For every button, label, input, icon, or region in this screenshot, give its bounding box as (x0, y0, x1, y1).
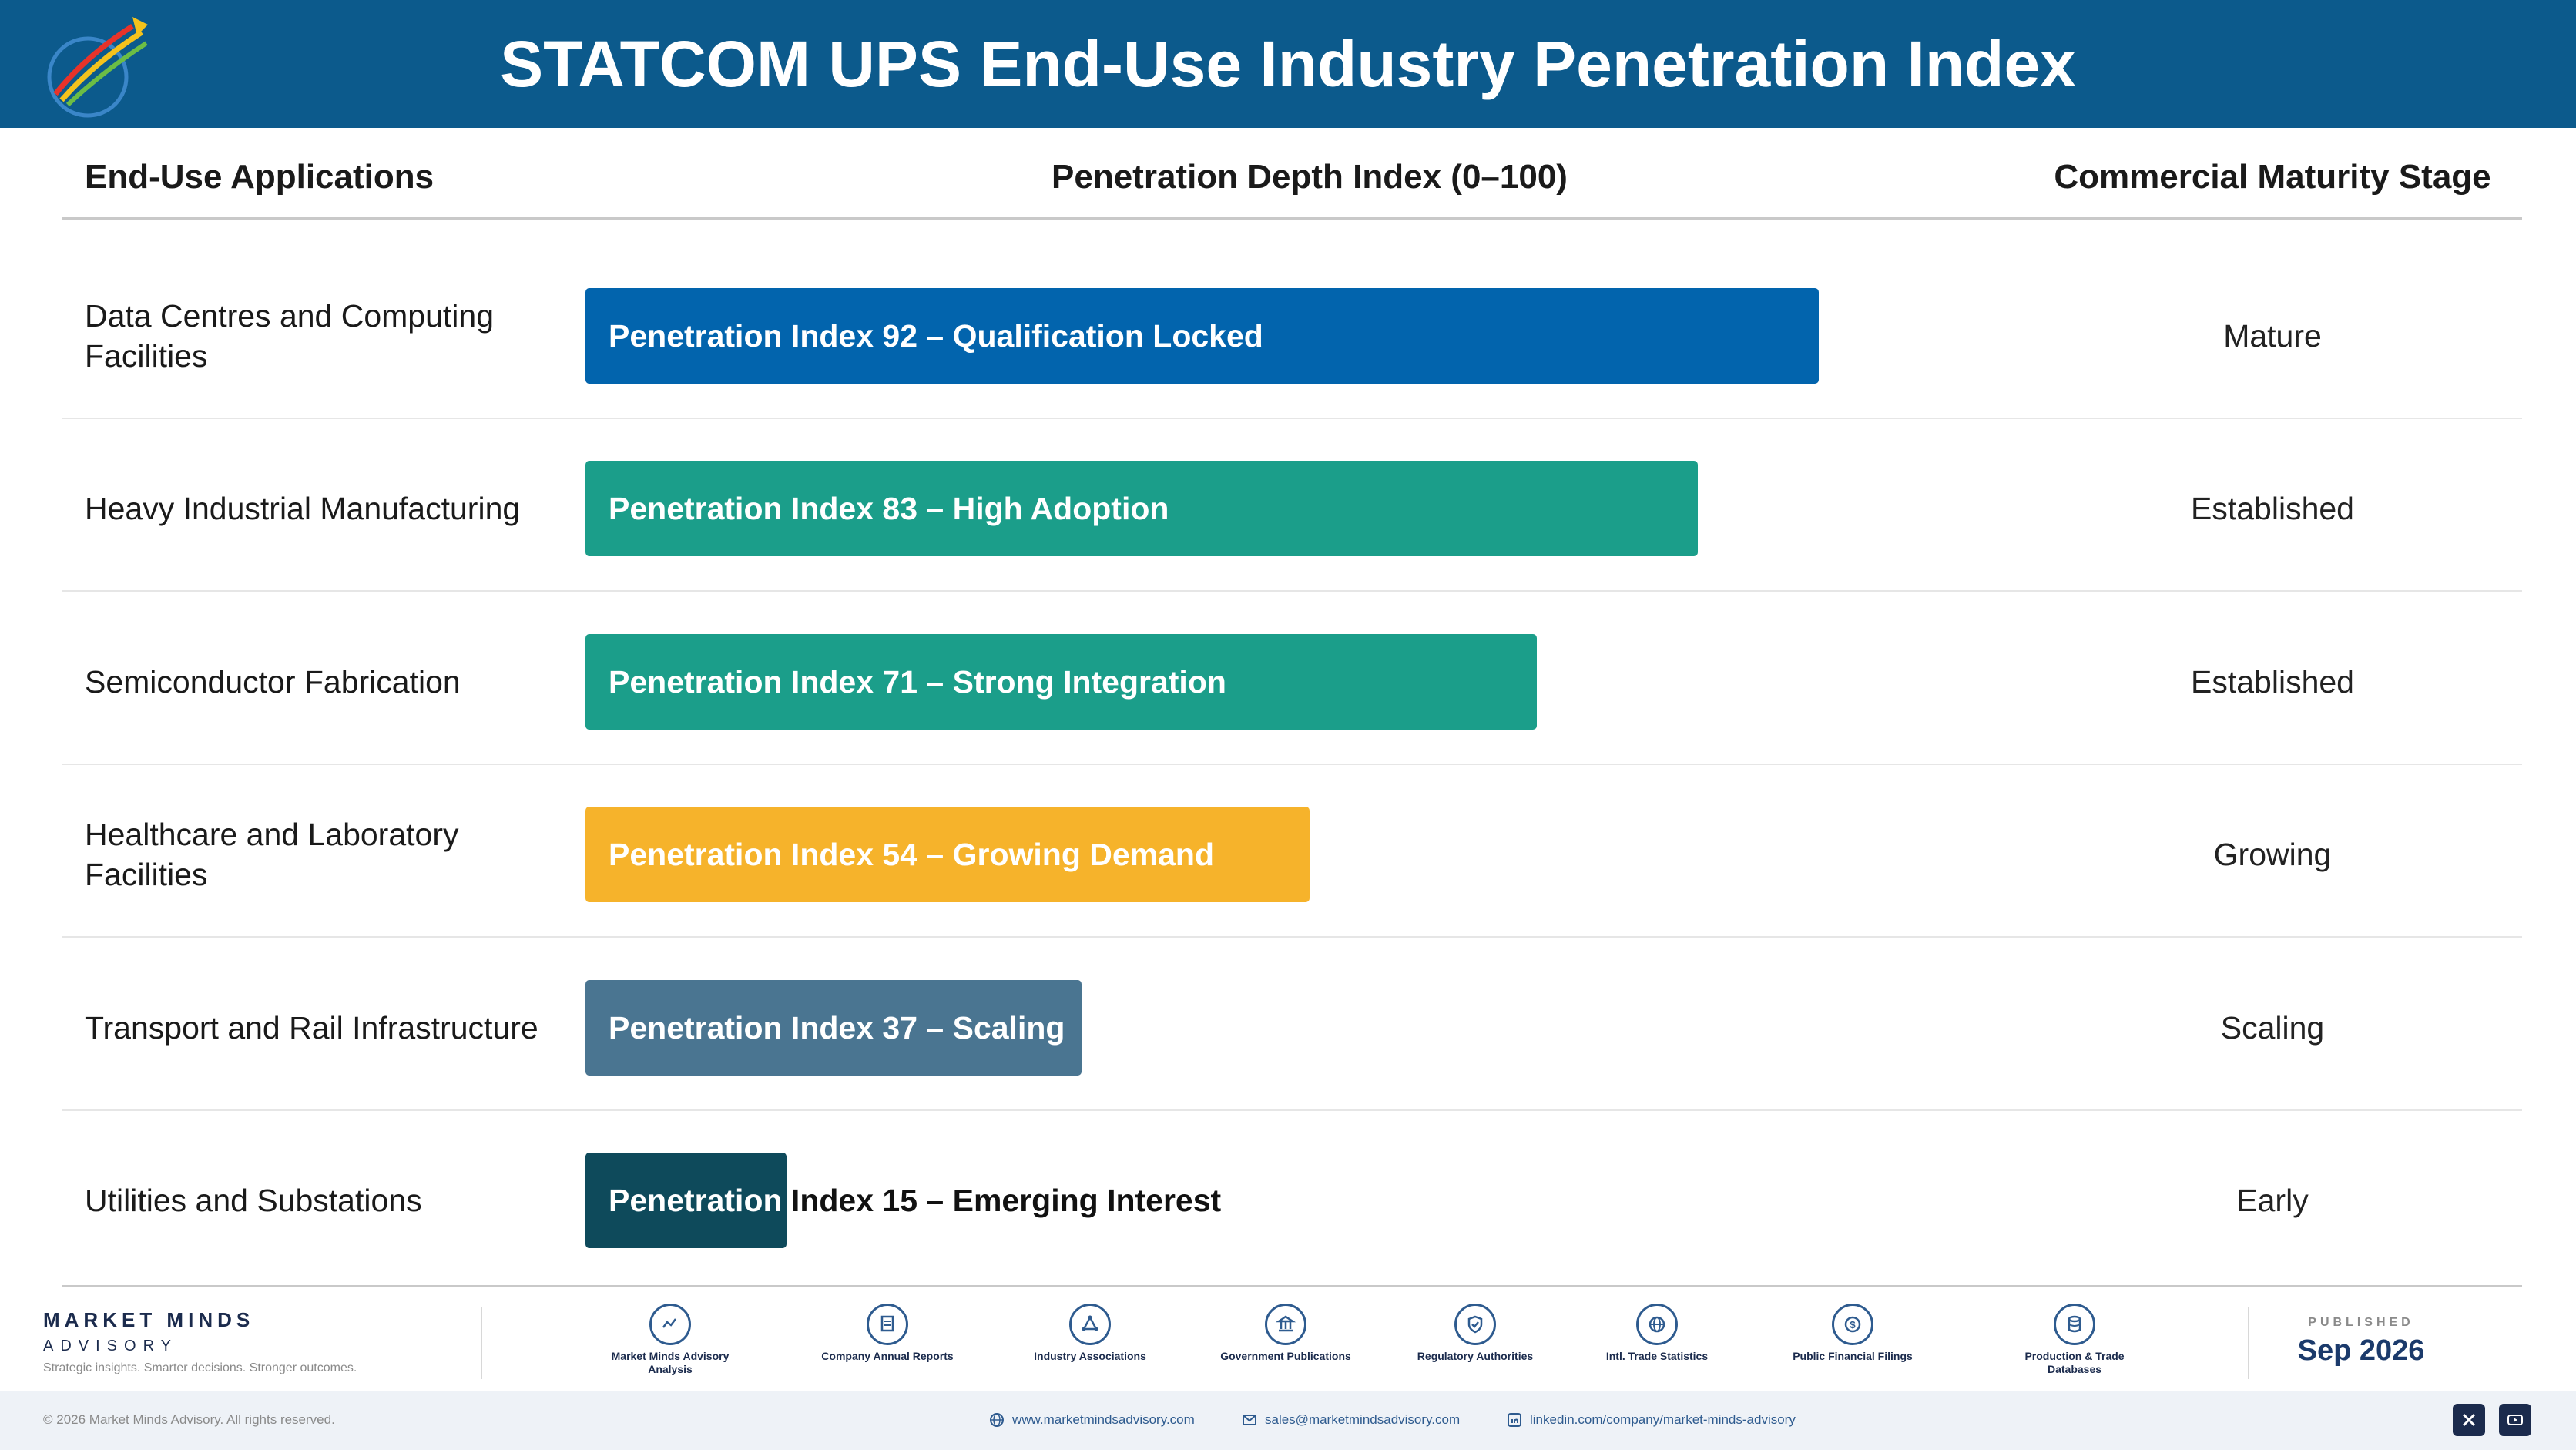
government-building-icon (1265, 1304, 1306, 1345)
row-divider (62, 418, 2522, 419)
column-header-index: Penetration Depth Index (0–100) (1052, 158, 1568, 196)
maturity-stage: Established (2191, 664, 2354, 700)
website-link[interactable]: www.marketmindsadvisory.com (989, 1412, 1195, 1428)
email-text: sales@marketmindsadvisory.com (1265, 1412, 1461, 1427)
linkedin-text: linkedin.com/company/market-minds-adviso… (1530, 1412, 1796, 1427)
dollar-coin-icon: $ (1832, 1304, 1873, 1345)
footer-divider (2248, 1307, 2249, 1379)
source-item: Intl. Trade Statistics (1584, 1304, 1730, 1363)
shield-check-icon (1454, 1304, 1496, 1345)
category-label: Utilities and Substations (85, 1183, 422, 1218)
source-label: Market Minds Advisory Analysis (611, 1350, 730, 1375)
source-label: Regulatory Authorities (1417, 1350, 1534, 1362)
youtube-icon (2507, 1415, 2523, 1425)
x-social-button[interactable] (2453, 1404, 2485, 1436)
maturity-stage: Scaling (2220, 1010, 2325, 1046)
source-item: Production & Trade Databases (2001, 1304, 2148, 1376)
source-label: Intl. Trade Statistics (1605, 1350, 1709, 1362)
bottom-bar (0, 1391, 2576, 1450)
bar-label: Penetration Index 15 – Emerging Interest (609, 1153, 1221, 1248)
mail-icon (1243, 1415, 1256, 1425)
footer-divider (481, 1307, 482, 1379)
brand-name: MARKET MINDS (43, 1308, 255, 1331)
source-label: Government Publications (1220, 1350, 1351, 1362)
row-divider (62, 1109, 2522, 1111)
linkedin-icon (1508, 1413, 1521, 1427)
bar-label: Penetration Index 54 – Growing Demand (609, 837, 1215, 872)
bar (585, 634, 1537, 730)
youtube-social-button[interactable] (2499, 1404, 2531, 1436)
page-title: STATCOM UPS End-Use Industry Penetration… (500, 28, 2076, 100)
published-date: Sep 2026 (2297, 1334, 2425, 1367)
published-label: PUBLISHED (2308, 1316, 2414, 1329)
row-divider (62, 590, 2522, 592)
source-label: Public Financial Filings (1793, 1350, 1913, 1362)
row-divider (62, 764, 2522, 765)
bar-label: Penetration Index 92 – Qualification Loc… (609, 318, 1263, 354)
column-header-stage: Commercial Maturity Stage (2054, 158, 2491, 196)
linkedin-link[interactable]: linkedin.com/company/market-minds-adviso… (1507, 1412, 1796, 1428)
bar (585, 980, 1082, 1076)
bar (585, 288, 1819, 384)
maturity-stage: Growing (2213, 837, 2332, 872)
category-label: Healthcare and Laboratory Facilities (85, 817, 459, 892)
category-label: Transport and Rail Infrastructure (85, 1010, 538, 1046)
chart-line-icon (649, 1304, 691, 1345)
bar (585, 807, 1310, 902)
brand-logo-icon (47, 17, 148, 118)
brand-tagline: Strategic insights. Smarter decisions. S… (43, 1361, 357, 1374)
source-item: $ Public Financial Filings (1779, 1304, 1926, 1363)
maturity-stage: Early (2236, 1183, 2309, 1218)
database-icon (2054, 1304, 2095, 1345)
source-label: Industry Associations (1034, 1350, 1146, 1362)
source-item: Company Annual Reports (814, 1304, 961, 1363)
source-item: Regulatory Authorities (1402, 1304, 1548, 1363)
globe-icon (1636, 1304, 1678, 1345)
source-label: Company Annual Reports (821, 1350, 954, 1362)
source-item: Market Minds Advisory Analysis (597, 1304, 743, 1376)
svg-text:$: $ (1850, 1319, 1856, 1331)
copyright-text: © 2026 Market Minds Advisory. All rights… (43, 1412, 335, 1427)
source-item: Government Publications (1213, 1304, 1359, 1363)
website-text: www.marketmindsadvisory.com (1012, 1412, 1195, 1427)
category-label: Semiconductor Fabrication (85, 664, 461, 700)
source-label: Production & Trade Databases (2024, 1350, 2125, 1375)
maturity-stage: Mature (2223, 318, 2322, 354)
header-divider (62, 217, 2522, 220)
header-banner: STATCOM UPS End-Use Industry Penetration… (0, 0, 2576, 128)
x-icon (2462, 1413, 2476, 1427)
bar-label: Penetration Index 37 – Scaling (609, 1010, 1065, 1046)
table-bottom-divider (62, 1285, 2522, 1287)
bar-label: Penetration Index 71 – Strong Integratio… (609, 664, 1226, 700)
bar (585, 461, 1698, 556)
category-label: Data Centres and Computing Facilities (85, 298, 495, 374)
bar-label: Penetration Index 83 – High Adoption (609, 491, 1169, 526)
email-link[interactable]: sales@marketmindsadvisory.com (1242, 1412, 1460, 1428)
brand-subtitle: ADVISORY (43, 1338, 178, 1354)
network-icon (1069, 1304, 1111, 1345)
category-label: Heavy Industrial Manufacturing (85, 491, 521, 526)
source-item: Industry Associations (1017, 1304, 1163, 1363)
maturity-stage: Established (2191, 491, 2354, 526)
document-icon (867, 1304, 908, 1345)
column-header-applications: End-Use Applications (85, 158, 434, 196)
bar (585, 1153, 787, 1248)
row-divider (62, 936, 2522, 938)
globe-icon (990, 1413, 1004, 1427)
